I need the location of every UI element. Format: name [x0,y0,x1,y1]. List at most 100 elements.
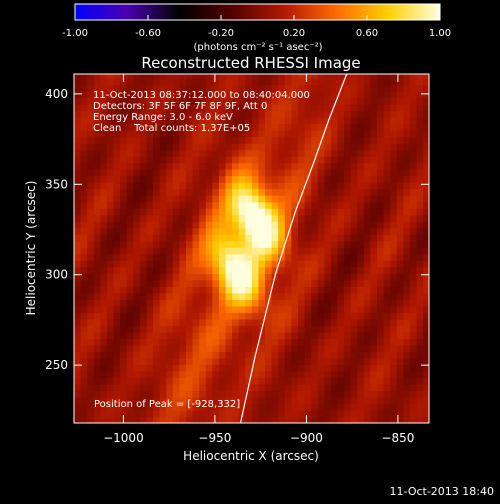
heatmap-cell [238,286,246,294]
heatmap-cell [159,286,167,294]
heatmap-cell [344,91,352,99]
heatmap-cell [186,156,194,164]
heatmap-cell [238,136,246,144]
heatmap-cell [80,117,88,125]
heatmap-cell [423,156,429,164]
heatmap-cell [350,175,358,183]
heatmap-cell [317,208,325,216]
heatmap-cell [396,104,404,112]
heatmap-cell [350,130,358,138]
heatmap-cell [377,266,385,274]
heatmap-cell [311,110,319,118]
heatmap-cell [80,416,88,423]
heatmap-cell [271,149,279,157]
heatmap-cell [113,195,121,203]
heatmap-cell [179,169,187,177]
heatmap-cell [370,357,378,366]
heatmap-cell [304,351,312,359]
heatmap-cell [225,253,233,261]
heatmap-cell [324,292,332,300]
heatmap-cell [265,325,273,333]
heatmap-cell [284,240,292,248]
heatmap-cell [251,74,260,79]
heatmap-cell [265,234,273,242]
heatmap-cell [311,383,319,392]
heatmap-cell [344,149,352,157]
heatmap-cell [357,377,365,385]
heatmap-cell [265,279,273,287]
heatmap-cell [146,143,154,151]
heatmap-cell [370,266,378,274]
heatmap-cell [271,169,279,177]
heatmap-cell [153,240,161,248]
heatmap-cell [100,305,108,313]
heatmap-cell [383,377,391,385]
heatmap-cell [225,130,233,138]
heatmap-cell [324,117,332,125]
heatmap-cell [172,397,180,405]
heatmap-cell [298,416,306,423]
heatmap-cell [377,188,385,196]
heatmap-cell [212,227,220,235]
heatmap-cell [238,182,246,190]
heatmap-cell [258,305,266,313]
heatmap-cell [377,240,385,248]
heatmap-cell [337,91,345,99]
heatmap-cell [245,338,253,346]
heatmap-cell [377,117,385,125]
heatmap-cell [106,299,115,307]
heatmap-cell [126,221,134,229]
heatmap-cell [363,182,372,190]
heatmap-cell [416,136,424,144]
heatmap-cell [87,104,95,112]
heatmap-cell [363,175,372,183]
heatmap-cell [133,104,141,112]
heatmap-cell [245,397,253,405]
heatmap-cell [344,169,352,177]
heatmap-cell [304,286,312,294]
heatmap-cell [126,247,134,255]
heatmap-cell [238,123,246,131]
heatmap-cell [126,84,134,92]
heatmap-cell [271,97,279,105]
heatmap-cell [179,162,187,170]
heatmap-cell [139,279,148,287]
heatmap-cell [153,410,161,418]
heatmap-cell [416,182,424,190]
heatmap-cell [159,331,167,340]
heatmap-cell [205,104,213,112]
heatmap-cell [251,130,260,138]
heatmap-cell [186,143,194,151]
heatmap-cell [324,370,332,379]
heatmap-cell [416,331,424,340]
heatmap-cell [205,227,213,235]
heatmap-cell [330,123,339,131]
heatmap-cell [390,273,398,281]
heatmap-cell [278,383,286,392]
heatmap-cell [396,208,404,216]
heatmap-cell [139,331,148,340]
heatmap-cell [218,227,227,235]
heatmap-cell [291,344,299,353]
heatmap-cell [350,91,358,99]
heatmap-cell [258,410,266,418]
heatmap-cell [133,305,141,313]
heatmap-cell [251,208,260,216]
heatmap-cell [258,364,266,372]
heatmap-cell [212,84,220,92]
heatmap-cell [317,123,325,131]
heatmap-cell [74,91,82,99]
heatmap-cell [251,325,260,333]
heatmap-cell [87,221,95,229]
heatmap-cell [238,130,246,138]
heatmap-cell [363,201,372,209]
heatmap-cell [100,331,108,340]
heatmap-cell [159,403,167,411]
heatmap-cell [403,97,411,105]
heatmap-cell [93,221,101,229]
heatmap-cell [192,279,200,287]
heatmap-cell [153,143,161,151]
heatmap-cell [344,201,352,209]
heatmap-cell [337,370,345,379]
heatmap-cell [80,201,88,209]
